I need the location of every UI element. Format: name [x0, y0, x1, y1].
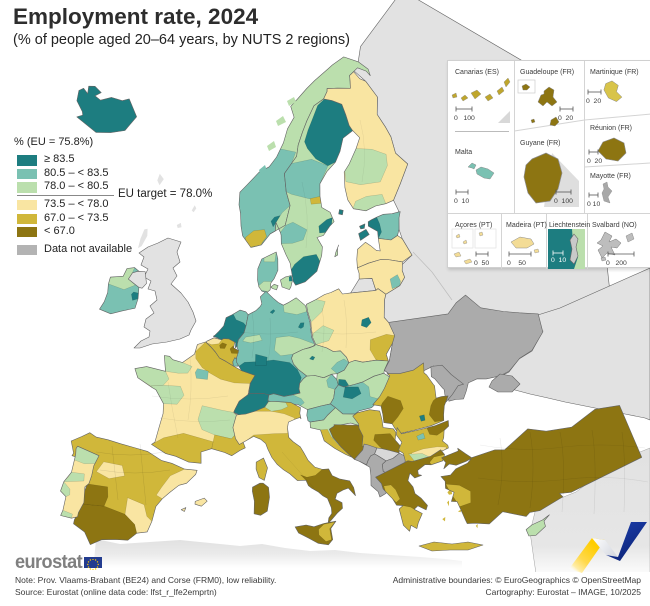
svg-text:0 50: 0 50 [474, 260, 489, 267]
svg-text:Réunion (FR): Réunion (FR) [590, 125, 632, 132]
svg-text:0 50: 0 50 [507, 260, 526, 267]
svg-text:0 100: 0 100 [554, 198, 573, 205]
svg-text:Mayotte (FR): Mayotte (FR) [590, 173, 631, 180]
svg-text:Martinique (FR): Martinique (FR) [590, 69, 639, 76]
svg-text:Guadeloupe (FR): Guadeloupe (FR) [520, 69, 574, 76]
svg-text:Canarias (ES): Canarias (ES) [455, 69, 499, 76]
svg-text:0 200: 0 200 [606, 260, 627, 267]
svg-text:0 10: 0 10 [454, 198, 469, 205]
svg-text:0 10: 0 10 [587, 201, 600, 208]
svg-text:0 20: 0 20 [587, 158, 602, 165]
svg-text:Malta: Malta [455, 149, 472, 156]
svg-text:Liechtenstein: Liechtenstein [549, 222, 590, 229]
svg-text:0 20: 0 20 [586, 98, 601, 105]
svg-text:Madeira (PT): Madeira (PT) [506, 222, 547, 229]
svg-text:Açores (PT): Açores (PT) [455, 222, 492, 229]
svg-text:0 100: 0 100 [454, 115, 475, 122]
svg-text:Svalbard (NO): Svalbard (NO) [592, 222, 637, 229]
svg-text:0 10: 0 10 [551, 257, 566, 264]
svg-text:0 20: 0 20 [558, 115, 573, 122]
svg-text:Guyane (FR): Guyane (FR) [520, 140, 560, 147]
